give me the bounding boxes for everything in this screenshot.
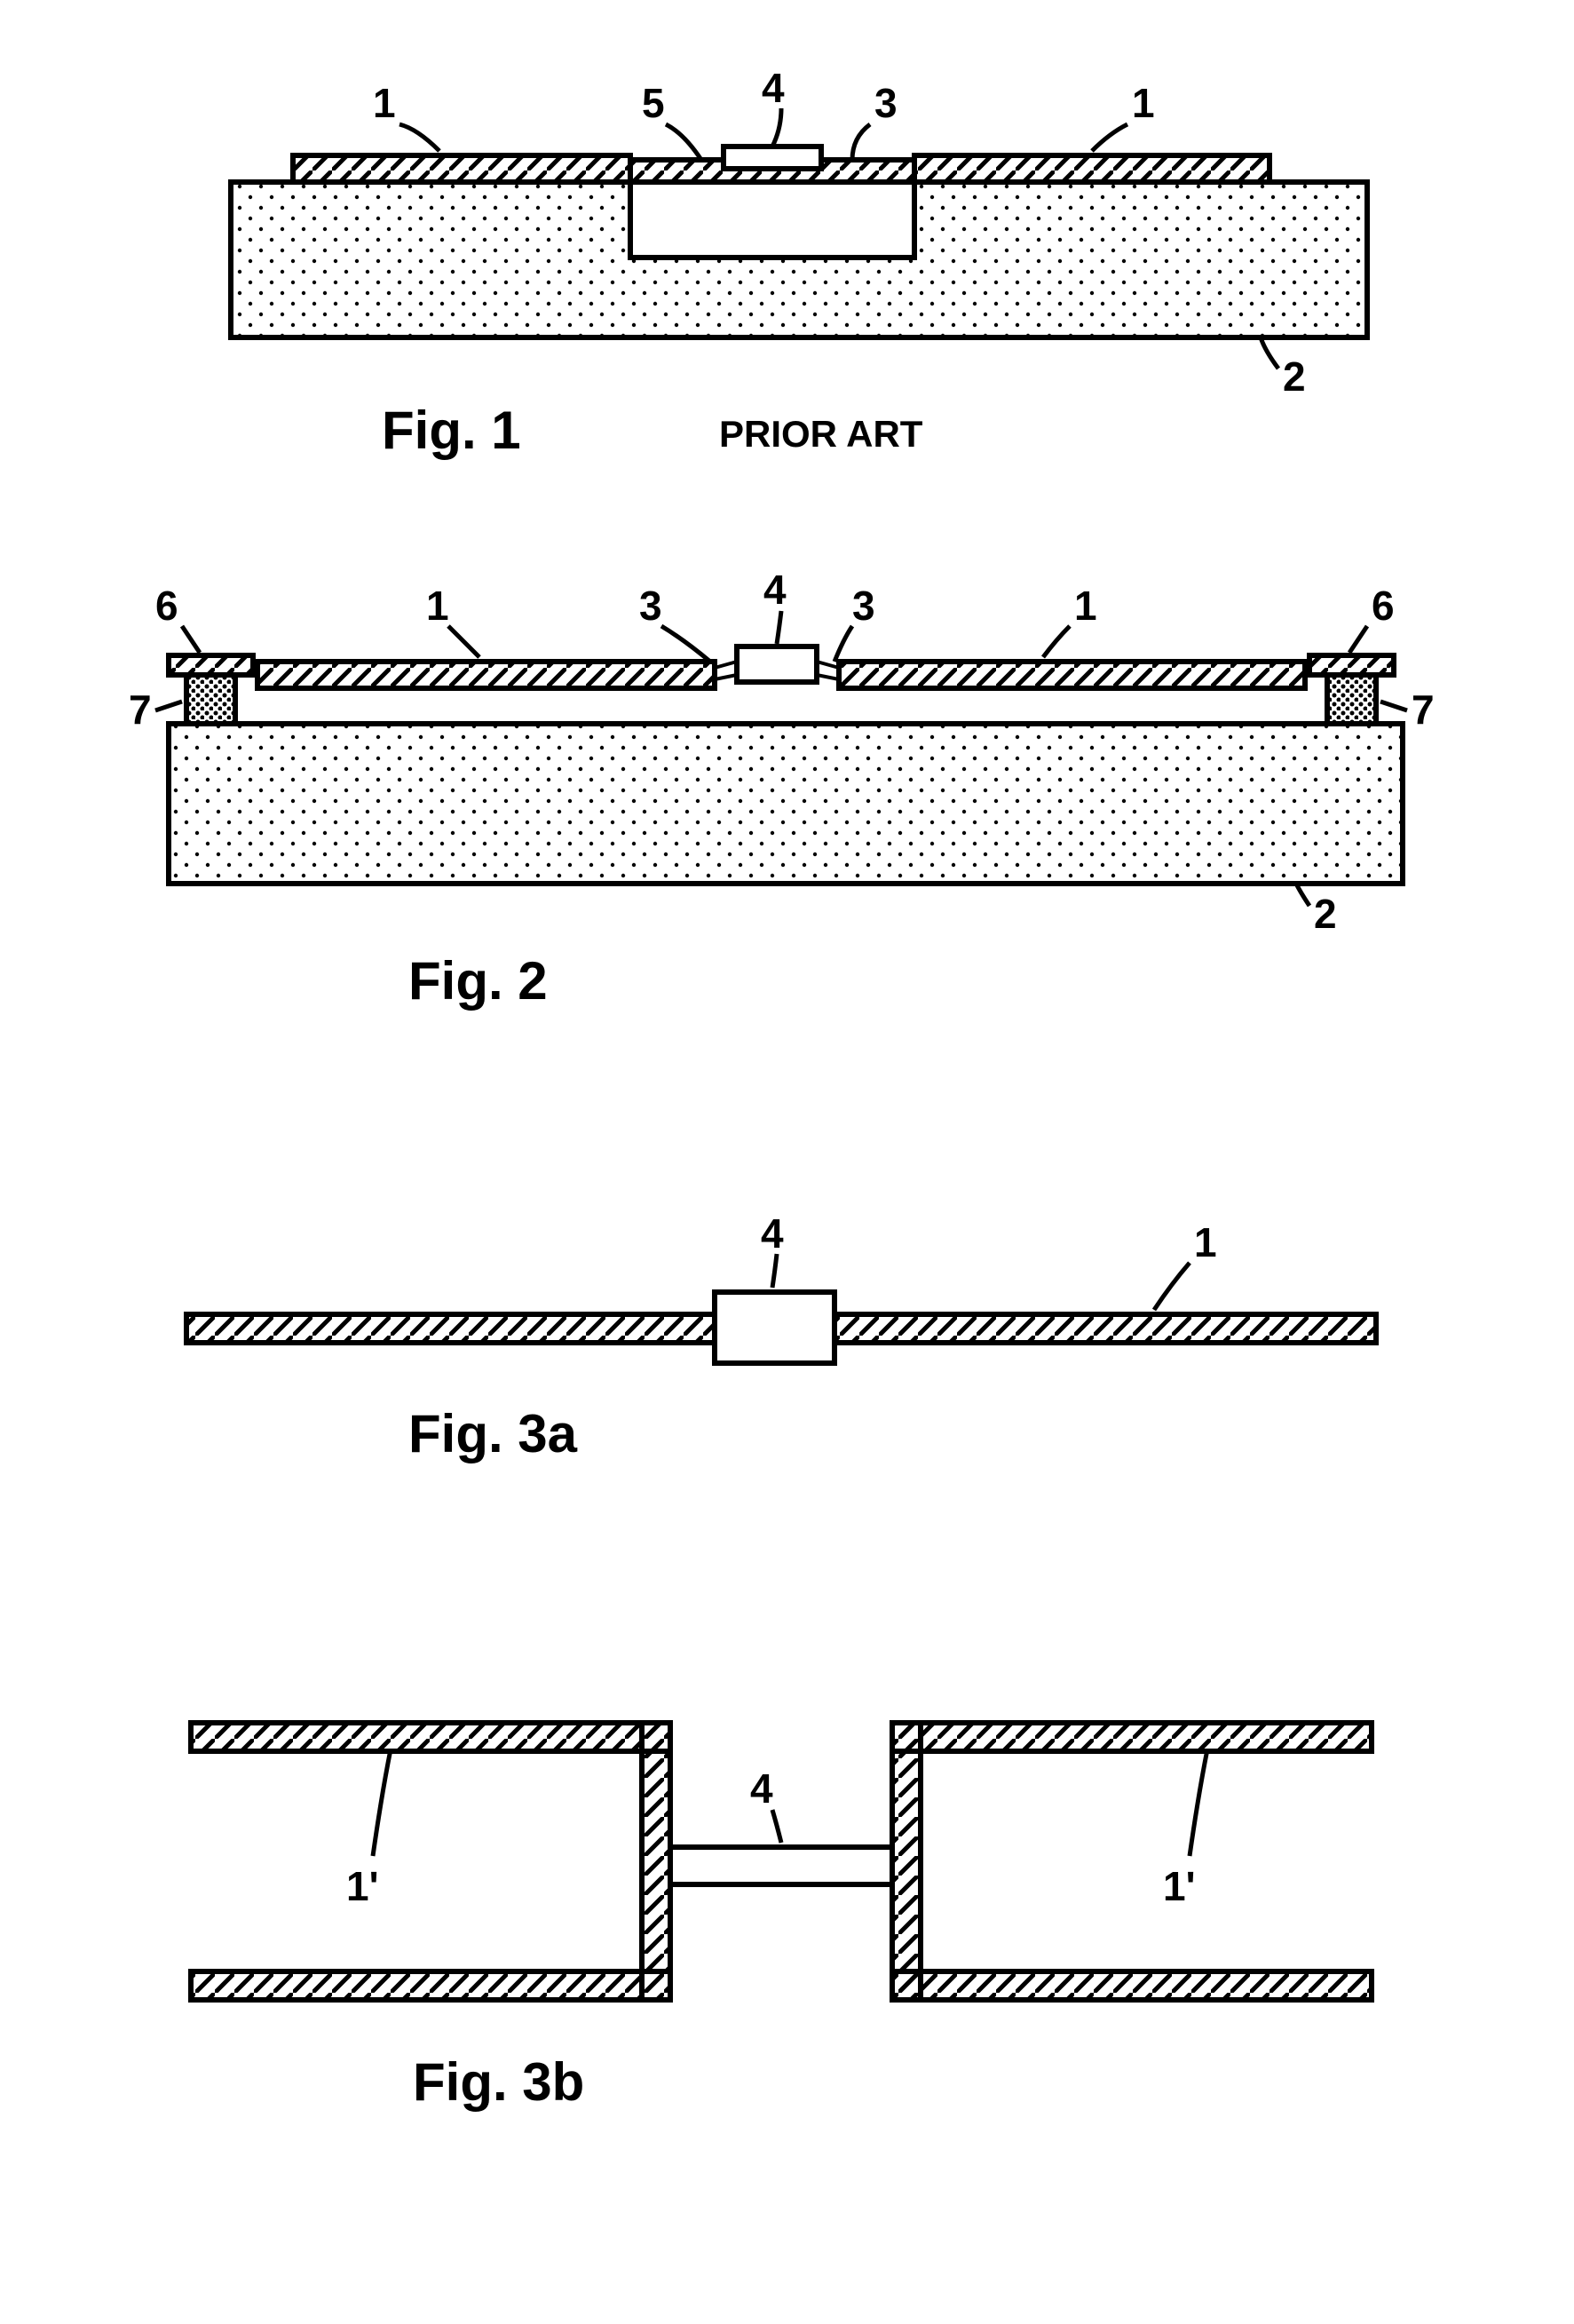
device-4	[724, 147, 821, 169]
left-vertical	[642, 1723, 670, 2000]
callout-7-left: 7	[129, 686, 152, 733]
layer-right	[834, 1314, 1376, 1343]
right-vertical	[892, 1723, 921, 2000]
callout-1: 1	[1194, 1219, 1217, 1265]
device-4	[715, 1292, 834, 1363]
left-bottom	[191, 1971, 670, 2000]
cavity	[630, 182, 914, 258]
right-layer	[839, 662, 1305, 688]
fig2-label: Fig. 2	[408, 950, 548, 1011]
left-top	[191, 1723, 670, 1751]
callout-7-right: 7	[1412, 686, 1435, 733]
layer-left	[186, 1314, 715, 1343]
callout-4: 4	[762, 65, 785, 111]
figure-3b: 4 1' 1'	[0, 1661, 1574, 2087]
right-spacer	[1327, 675, 1376, 724]
figure-3a: 4 1	[0, 1199, 1574, 1448]
callout-2: 2	[1283, 353, 1306, 400]
left-cap	[169, 655, 253, 675]
callout-1-right: 1	[1074, 583, 1097, 629]
connector-4	[670, 1847, 892, 1884]
callout-3: 3	[874, 80, 898, 126]
left-layer	[293, 155, 630, 182]
right-top	[892, 1723, 1372, 1751]
right-cap	[1309, 655, 1394, 675]
callout-5: 5	[642, 80, 665, 126]
fig3a-label: Fig. 3a	[408, 1403, 577, 1464]
callout-1-left: 1'	[346, 1863, 379, 1909]
callout-2: 2	[1314, 891, 1337, 937]
fig3b-label: Fig. 3b	[413, 2051, 584, 2113]
right-layer	[914, 155, 1269, 182]
callout-4: 4	[763, 567, 787, 613]
connector-left	[715, 662, 737, 668]
figure-2: 6 1 3 4 3 1 6 7 7 2	[0, 551, 1574, 950]
callout-6-right: 6	[1372, 583, 1395, 629]
callout-1-right: 1'	[1163, 1863, 1196, 1909]
callout-4: 4	[761, 1210, 784, 1257]
callout-1-left: 1	[426, 583, 449, 629]
prior-art-label: PRIOR ART	[719, 413, 922, 456]
left-layer	[257, 662, 715, 688]
right-bottom	[892, 1971, 1372, 2000]
callout-6-left: 6	[155, 583, 178, 629]
callout-3-left: 3	[639, 583, 662, 629]
callout-3-right: 3	[852, 583, 875, 629]
left-spacer	[186, 675, 235, 724]
callout-1-right: 1	[1132, 80, 1155, 126]
callout-1-left: 1	[373, 80, 396, 126]
figure-1: 1 5 4 3 1 2	[0, 53, 1574, 426]
device-4	[737, 646, 817, 682]
callout-4: 4	[750, 1765, 773, 1812]
connector-right	[817, 662, 839, 668]
substrate	[169, 724, 1403, 884]
fig1-label: Fig. 1	[382, 400, 521, 461]
